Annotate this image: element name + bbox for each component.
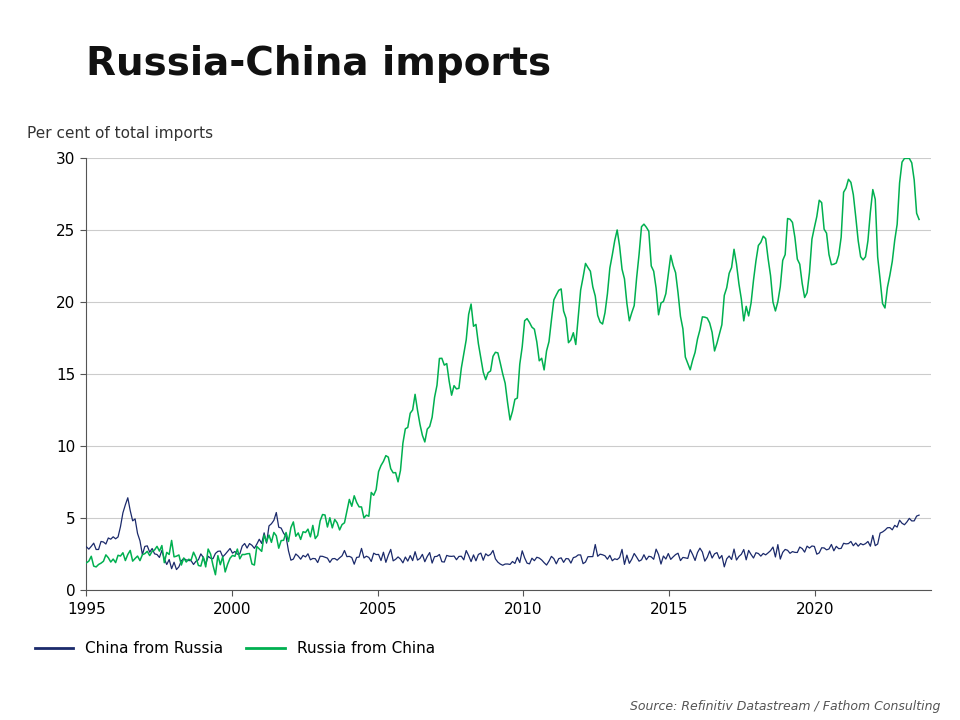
Text: Per cent of total imports: Per cent of total imports [27,126,213,141]
Text: Source: Refinitiv Datastream / Fathom Consulting: Source: Refinitiv Datastream / Fathom Co… [631,700,941,713]
Text: Russia-China imports: Russia-China imports [86,45,552,83]
Legend: China from Russia, Russia from China: China from Russia, Russia from China [35,642,435,656]
